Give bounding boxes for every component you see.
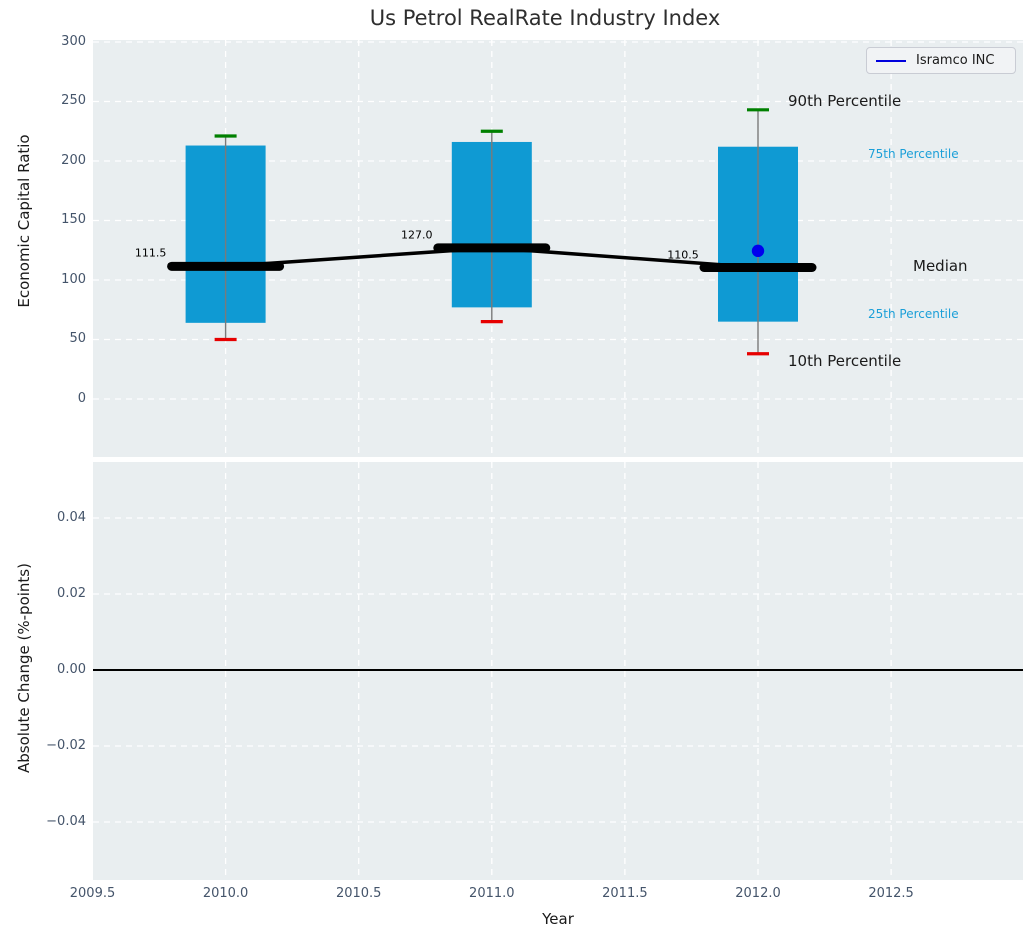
y-tick-label: 0.02 (57, 585, 86, 601)
median-label-2: 110.5 (667, 248, 699, 261)
median-label-0: 111.5 (134, 246, 167, 260)
annotation-90th-percentile: 90th Percentile (788, 92, 902, 110)
annotation-25th-percentile: 25th Percentile (868, 307, 959, 321)
y-tick-label: 0 (77, 390, 86, 406)
y-tick-label: 150 (61, 212, 86, 227)
y-tick-label: 0.04 (57, 509, 86, 525)
page-title: Us Petrol RealRate Industry Index (369, 6, 721, 30)
y-tick-label: 250 (61, 93, 86, 108)
annotation-75th-percentile: 75th Percentile (868, 147, 959, 161)
x-tick-label: 2010.0 (202, 886, 249, 901)
y-tick-label: 100 (61, 271, 86, 287)
company-point (751, 244, 765, 258)
median-label-1: 127.0 (401, 228, 433, 242)
y-tick-label: −0.04 (46, 813, 86, 829)
y-tick-label: 300 (61, 33, 86, 49)
annotation-10th-percentile: 10th Percentile (788, 352, 902, 370)
x-tick-label: 2010.5 (335, 886, 382, 901)
x-tick-label: 2009.5 (69, 886, 116, 901)
y-tick-label: 200 (61, 152, 86, 168)
x-axis-label: Year (542, 910, 574, 928)
x-tick-label: 2012.5 (868, 886, 914, 901)
y-tick-label: 0.00 (57, 661, 86, 677)
x-tick-label: 2011.0 (469, 886, 515, 901)
legend-line-icon (876, 59, 906, 62)
y-tick-label: −0.02 (46, 737, 86, 753)
x-tick-label: 2012.0 (735, 886, 781, 901)
x-tick-label: 2011.5 (602, 886, 648, 901)
legend-box: Isramco INC (866, 47, 1016, 74)
annotation-median: Median (913, 257, 968, 275)
legend-label: Isramco INC (916, 53, 995, 68)
y-tick-label: 50 (69, 331, 86, 346)
